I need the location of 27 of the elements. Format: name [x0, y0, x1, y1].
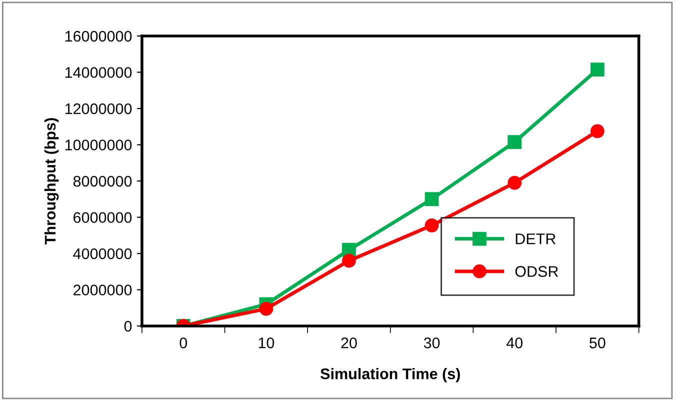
- y-tick-label: 6000000: [74, 212, 132, 223]
- x-tick-label: 0: [180, 338, 188, 348]
- legend-label: ODSR: [515, 266, 558, 277]
- y-axis-title: Throughput (bps): [44, 118, 59, 244]
- point: [424, 218, 439, 232]
- point: [590, 124, 604, 138]
- legend-label: DETR: [516, 234, 556, 244]
- y-tick-label: 12000000: [65, 103, 132, 114]
- x-tick-label: 20: [341, 338, 357, 348]
- point: [508, 135, 522, 149]
- x-tick-label: 50: [590, 338, 606, 348]
- y-tick-label: 0: [124, 320, 132, 332]
- point: [342, 254, 356, 268]
- y-tick-label: 8000000: [73, 176, 132, 187]
- x-tick-label: 10: [258, 338, 274, 348]
- y-tick-label: 16000000: [65, 30, 132, 42]
- point: [259, 302, 274, 316]
- y-tick-label: 14000000: [65, 67, 132, 78]
- point: [508, 176, 522, 190]
- y-tick-label: 10000000: [65, 140, 132, 150]
- point: [590, 62, 604, 76]
- point: [424, 192, 439, 206]
- y-tick-label: 4000000: [73, 248, 132, 260]
- x-axis-title: Simulation Time (s): [320, 368, 460, 382]
- x-tick-label: 40: [506, 338, 523, 348]
- y-tick-label: 2000000: [74, 284, 132, 296]
- x-tick-label: 30: [424, 338, 440, 348]
